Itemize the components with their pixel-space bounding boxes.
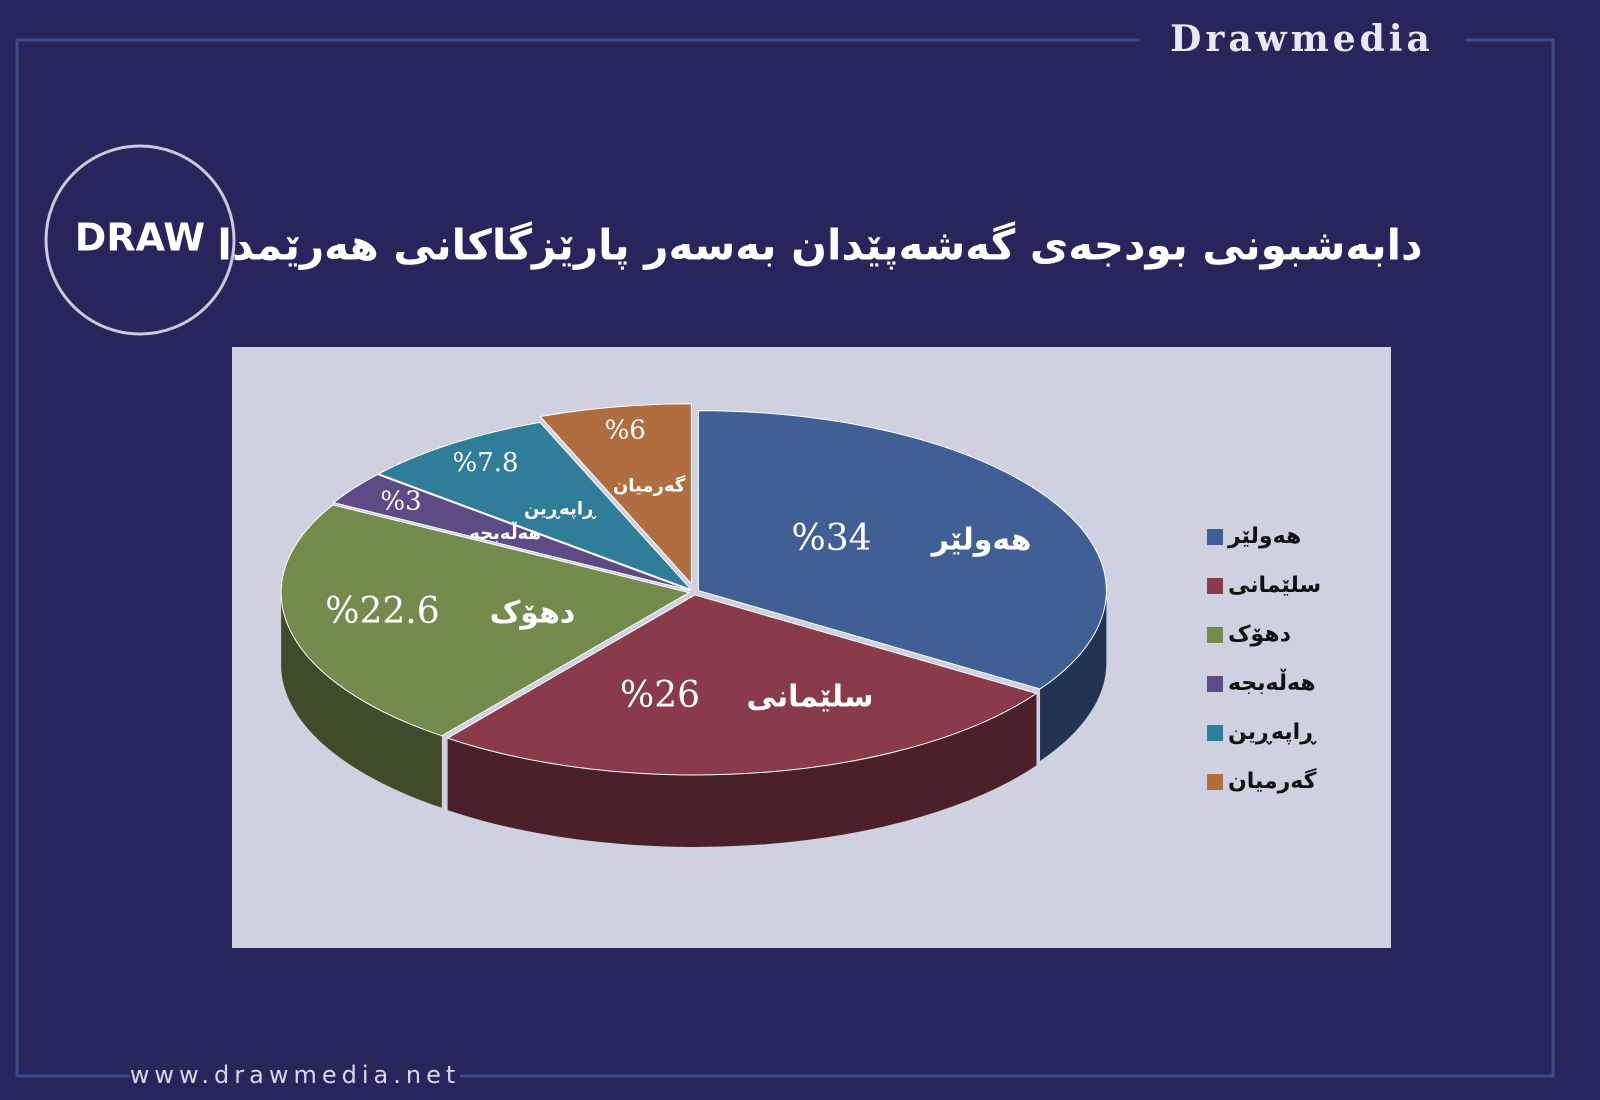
pie: %34 هەولێر %26 سلێمانی %22.6 دهۆک %3 هەڵەبجە %7.… [280, 403, 1107, 847]
legend-swatch [1207, 627, 1223, 643]
footer-url: www.drawmedia.net [130, 1061, 461, 1089]
value-label: %26 [620, 675, 700, 716]
legend-swatch [1207, 529, 1223, 545]
chart-title: دابەشبونی بودجەی گەشەپێدان بەسەر پارێزگا… [217, 221, 1422, 271]
legend-label: دهۆک [1228, 622, 1291, 647]
legend-label: سلێمانی [1228, 573, 1321, 598]
brand: Drawmedia [1170, 18, 1434, 60]
slice [446, 594, 1038, 776]
legend-swatch [1207, 725, 1223, 741]
slice [539, 403, 692, 586]
category-label: ڕاپەڕین [524, 498, 597, 519]
logo-text: DRAW [75, 216, 205, 260]
value-label: %7.8 [453, 448, 519, 478]
slice [697, 410, 1107, 690]
logo-ring [44, 144, 236, 336]
frame [15, 38, 1555, 1078]
legend-swatch [1207, 578, 1223, 594]
legend-label: ڕاپەڕین [1228, 720, 1317, 745]
legend-label: هەولێر [1227, 524, 1301, 549]
value-label: %6 [605, 416, 646, 446]
category-label: هەڵەبجە [469, 521, 541, 544]
value-label: %34 [791, 518, 871, 559]
legend-label: هەڵەبجە [1228, 668, 1316, 696]
category-label: سلێمانی [747, 679, 874, 714]
legend-swatch [1207, 676, 1223, 692]
value-label: %22.6 [325, 591, 439, 632]
category-label: هەولێر [930, 522, 1032, 557]
value-label: %3 [380, 486, 421, 516]
slice-side [447, 693, 1037, 847]
frame-line [15, 38, 1140, 1078]
frame-line [460, 38, 1555, 1078]
slice [280, 504, 691, 737]
category-label: دهۆک [490, 595, 576, 630]
legend-label: گەرمیان [1228, 767, 1317, 794]
slice [377, 421, 692, 591]
category-label: گەرمیان [613, 475, 686, 497]
slice [332, 474, 691, 591]
legend: هەولێر سلێمانی دهۆک هەڵەبجە ڕاپەڕین گەرمیان [1207, 524, 1321, 794]
legend-swatch [1207, 774, 1223, 790]
slice-side [1040, 590, 1107, 761]
